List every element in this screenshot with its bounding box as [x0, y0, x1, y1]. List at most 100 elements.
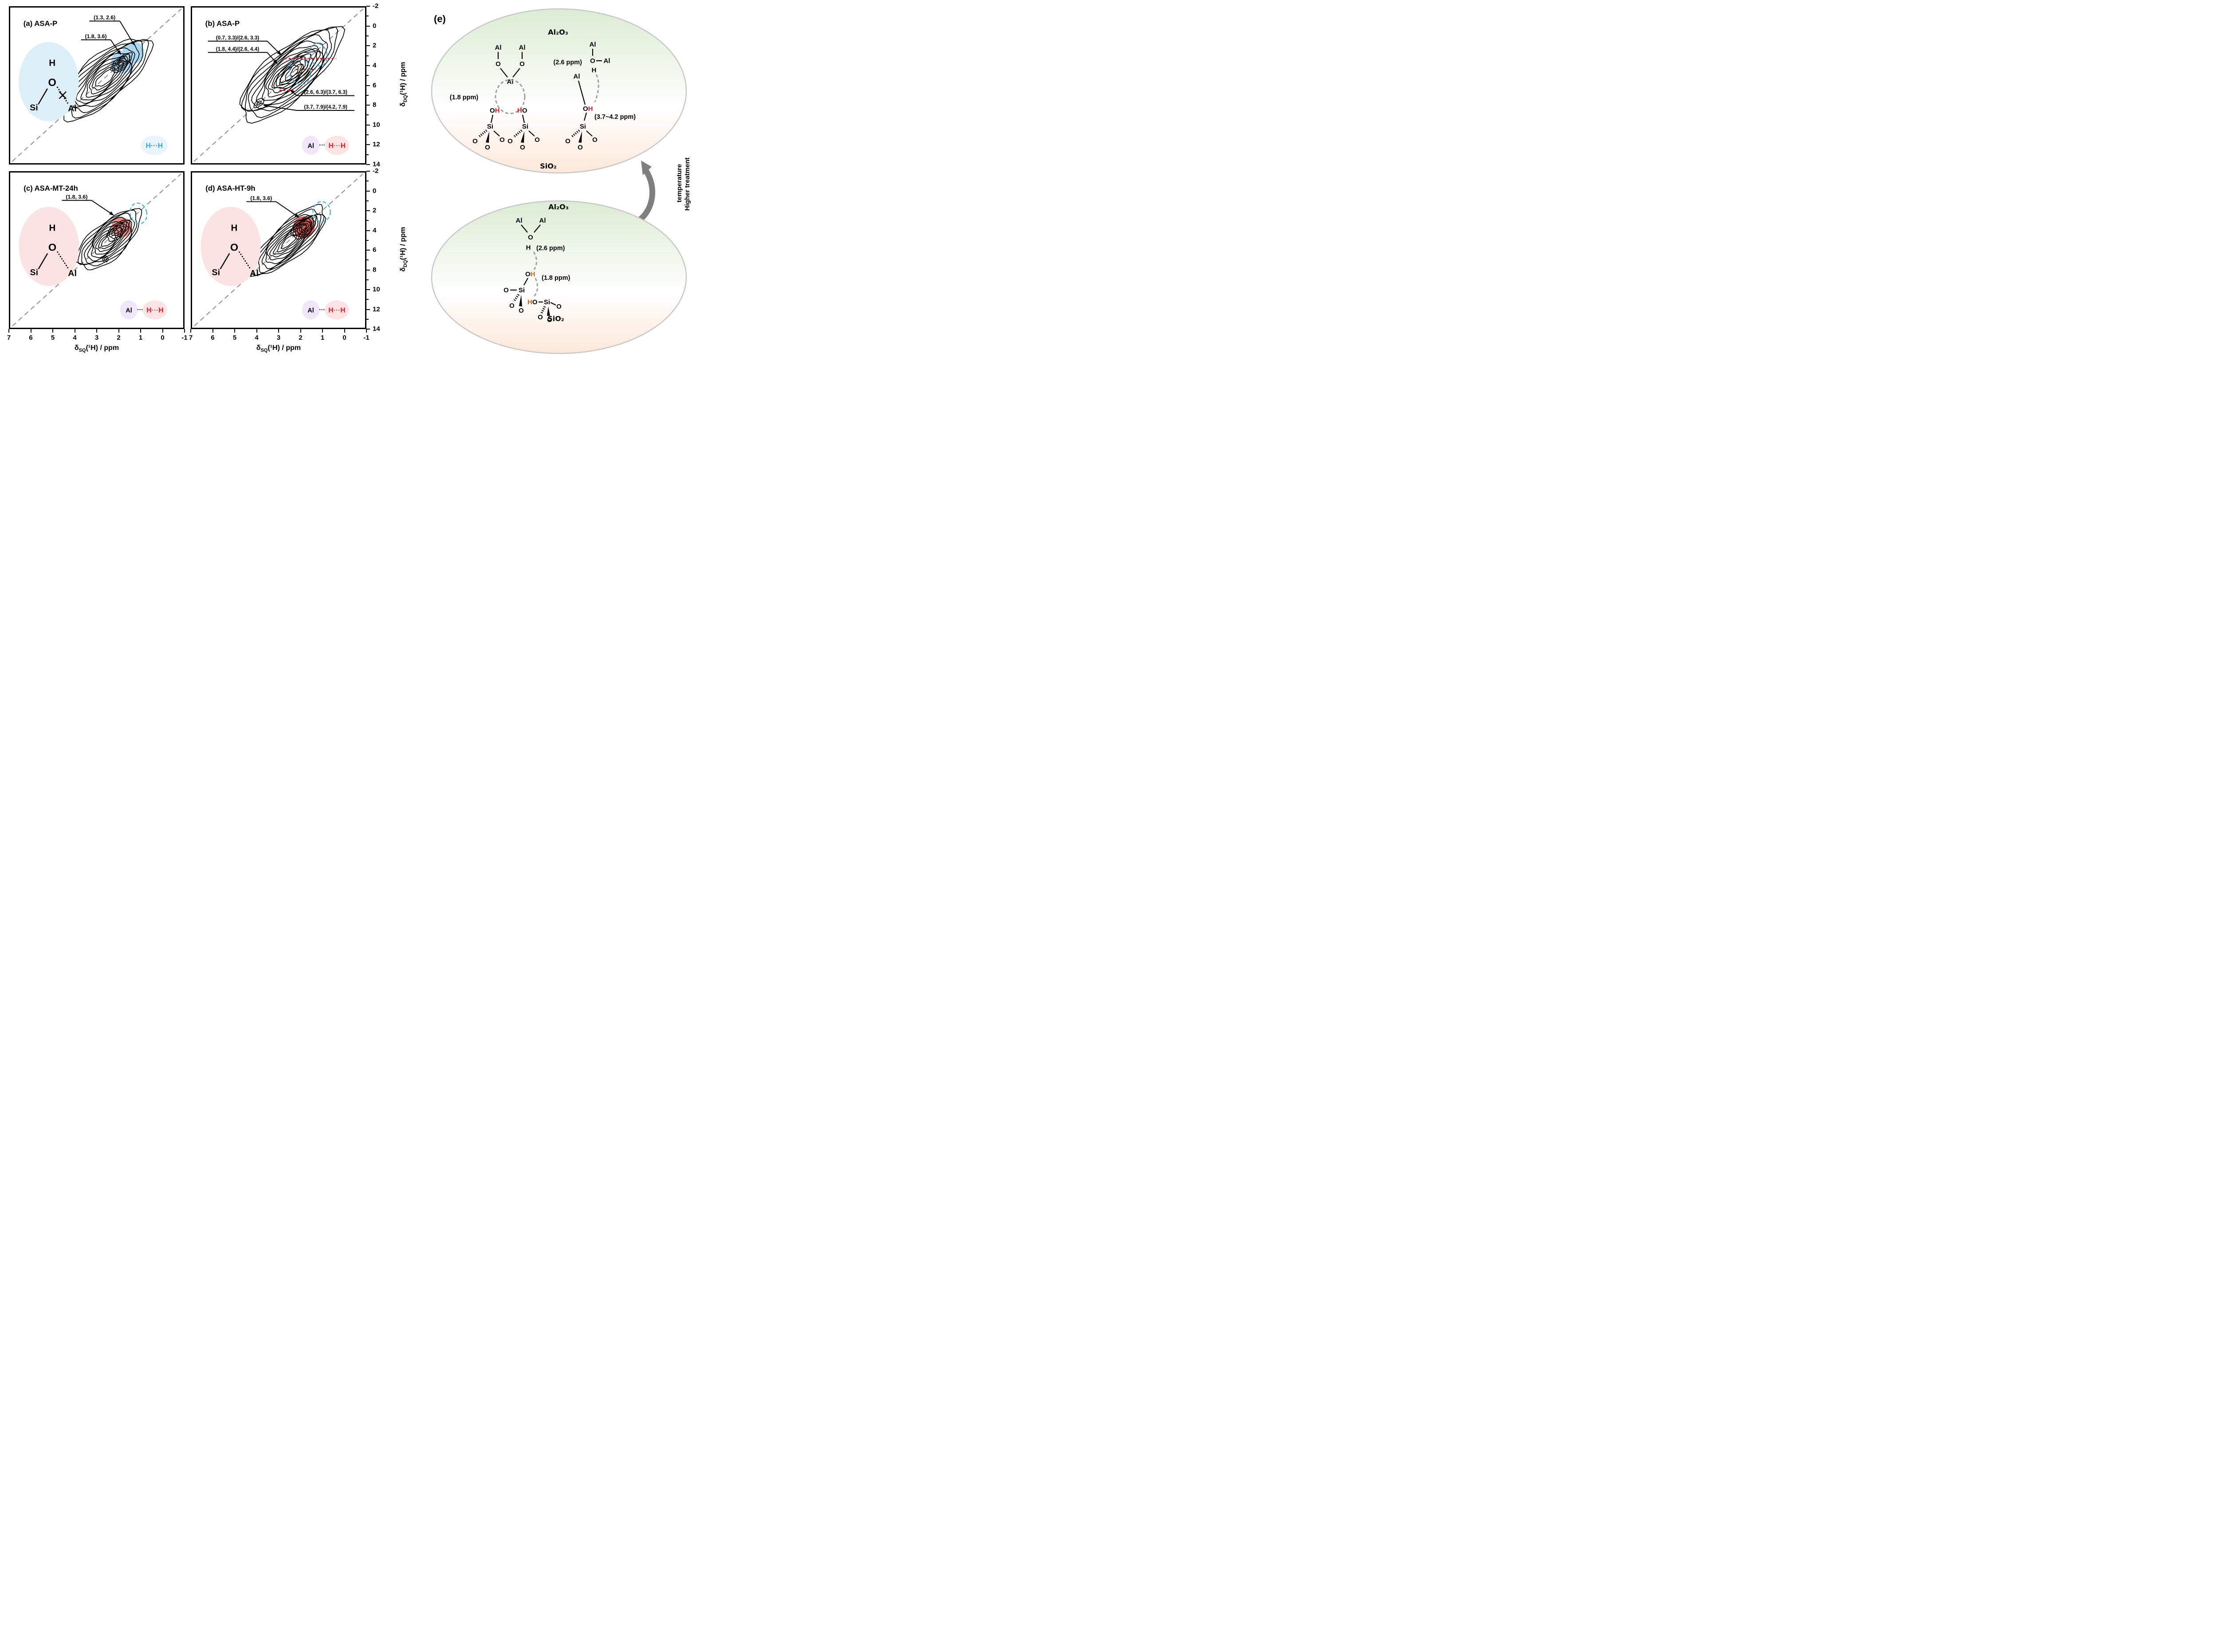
svg-text:HO: HO	[517, 107, 527, 114]
arrow-caption: Higher treatment temperature	[676, 156, 691, 211]
y-tick-label: 10	[373, 121, 380, 129]
contour-line	[269, 224, 307, 258]
bond-o-al-dotted	[57, 251, 69, 269]
legend-al: Al	[307, 143, 314, 150]
panel-d-plot: (d) ASA-HT-9h (1.8, 3.6) H O Si Al Al ··…	[194, 173, 363, 326]
al2o3-label: Al₂O₃	[548, 28, 568, 36]
x-tick	[344, 329, 345, 333]
x-tick	[234, 329, 235, 333]
contour-line	[112, 54, 130, 71]
x-tick-label: -1	[363, 334, 370, 341]
panel-title: (a) ASA-P	[24, 19, 57, 27]
y-tick	[366, 309, 370, 310]
y-minor-tick	[366, 75, 369, 76]
peak-annotation: (3.7, 7.9)/(4.2, 7.9)	[304, 104, 347, 110]
x-tick	[256, 329, 257, 333]
x-tick-label: 7	[7, 334, 11, 341]
arrowhead	[131, 41, 135, 46]
x-axis-title-left: δSQ(¹H) / ppm	[74, 344, 119, 353]
svg-text:OH: OH	[490, 107, 500, 114]
atom-o: O	[48, 77, 56, 88]
legend-hh-bg	[142, 300, 167, 320]
y-axis-title-row2: δDQ(¹H) / ppm	[399, 227, 409, 272]
arrowhead	[117, 50, 122, 55]
scheme-label: (e)	[434, 13, 446, 24]
y-tick	[366, 329, 370, 330]
legend-dots: ···	[319, 306, 325, 313]
y-tick	[366, 6, 370, 7]
contour-line	[295, 218, 312, 235]
contour-line	[296, 220, 311, 234]
x-tick	[52, 329, 53, 333]
legend-hh: H···H	[141, 136, 168, 155]
contour-line	[239, 26, 346, 124]
peak-annotation: (1.3, 2.6)	[94, 15, 115, 21]
contour-line	[114, 226, 122, 234]
svg-text:O: O	[578, 144, 583, 151]
x-tick	[118, 329, 119, 333]
panel-title: (d) ASA-HT-9h	[205, 184, 255, 192]
y-minor-tick	[366, 299, 369, 300]
y-tick-label: 4	[373, 226, 377, 234]
svg-text:O: O	[520, 144, 525, 151]
svg-text:Al: Al	[574, 73, 580, 80]
svg-text:Si: Si	[519, 286, 525, 294]
annotation-leader	[264, 105, 297, 111]
annotation-leader	[267, 41, 281, 55]
panel-title: (b) ASA-P	[205, 19, 240, 27]
legend-bg	[141, 136, 168, 155]
contour-line	[299, 223, 309, 232]
x-tick	[8, 329, 9, 333]
contour-line	[292, 216, 315, 238]
y-minor-tick	[366, 259, 369, 261]
svg-text:Al: Al	[495, 44, 502, 51]
bond-si-o	[38, 253, 48, 270]
y-minor-tick	[366, 220, 369, 221]
legend-dots: ···	[137, 306, 143, 313]
x-tick-label: 1	[320, 334, 325, 341]
panel-c-plot: (c) ASA-MT-24h (1.8, 3.6) H O Si Al Al ·…	[12, 173, 181, 326]
y-minor-tick	[366, 94, 369, 96]
svg-text:Al: Al	[539, 217, 546, 224]
cross-mark	[59, 91, 67, 99]
panel-c: (c) ASA-MT-24h (1.8, 3.6) H O Si Al Al ·…	[9, 171, 185, 329]
contour-line	[84, 216, 132, 264]
arrowhead	[277, 51, 282, 56]
contour-line	[277, 231, 301, 253]
x-tick	[212, 329, 213, 333]
y-tick	[366, 105, 370, 106]
atom-h: H	[49, 223, 56, 233]
contour-line	[253, 98, 265, 109]
x-tick	[184, 329, 185, 333]
contour-line	[95, 67, 115, 87]
y-minor-tick	[366, 318, 369, 320]
arrowhead	[109, 211, 114, 216]
y-tick-label: 2	[373, 42, 377, 50]
y-tick	[366, 250, 370, 251]
contour-line	[89, 62, 124, 94]
svg-text:Si: Si	[522, 123, 528, 130]
bond-si-o	[220, 253, 230, 270]
x-tick	[190, 329, 191, 333]
atom-si: Si	[212, 267, 220, 277]
contour-line	[91, 64, 119, 91]
contour-line	[101, 232, 116, 247]
contour-line	[93, 225, 126, 255]
x-tick	[140, 329, 141, 333]
contour-line	[109, 221, 127, 239]
peak-annotation: (1.8, 3.6)	[85, 33, 106, 39]
x-tick-label: 5	[51, 334, 55, 341]
svg-text:O: O	[503, 286, 509, 294]
cycle-arrow	[636, 168, 656, 224]
ppm-label-18: (1.8 ppm)	[542, 275, 570, 282]
contour-line	[81, 212, 135, 265]
contour-line	[65, 39, 149, 119]
atom-o: O	[230, 241, 238, 253]
svg-text:O: O	[485, 144, 490, 151]
svg-text:O: O	[499, 136, 505, 144]
y-tick-label: 0	[373, 187, 377, 195]
y-tick	[366, 230, 370, 231]
ppm-label-26: (2.6 ppm)	[554, 59, 582, 66]
svg-text:O: O	[472, 137, 478, 145]
peak-annotation: (0.7, 3.3)/(2.6, 3.3)	[216, 35, 260, 41]
